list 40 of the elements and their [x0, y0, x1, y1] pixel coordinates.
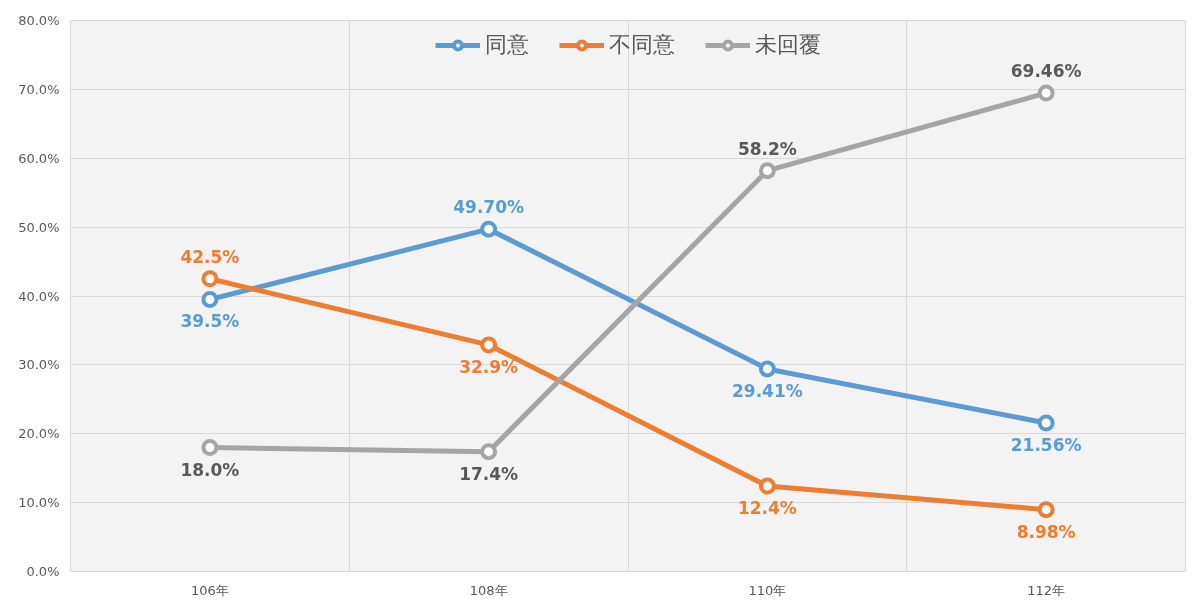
- point: [201, 290, 219, 308]
- point: [1037, 501, 1055, 519]
- y-tick-label: 0.0%: [26, 564, 60, 579]
- point: [480, 220, 498, 238]
- data-label: 49.70%: [453, 197, 525, 218]
- y-tick-label: 60.0%: [18, 150, 60, 166]
- data-label: 39.5%: [180, 311, 240, 332]
- point: [758, 477, 776, 495]
- point: [201, 270, 219, 288]
- x-tick-label: 106年: [190, 582, 229, 598]
- data-label: 32.9%: [459, 356, 519, 377]
- legend-label: 不同意: [608, 31, 675, 59]
- x-tick-label: 110年: [748, 582, 787, 598]
- point: [201, 439, 219, 457]
- y-tick-label: 80.0%: [18, 13, 60, 28]
- y-tick-label: 50.0%: [18, 219, 60, 235]
- legend-label: 未回覆: [754, 31, 821, 59]
- point: [758, 162, 776, 180]
- data-label: 29.41%: [731, 380, 803, 401]
- y-tick-label: 70.0%: [18, 81, 60, 97]
- data-label: 42.5%: [180, 246, 240, 267]
- data-label: 69.46%: [1010, 61, 1082, 82]
- point: [758, 360, 776, 378]
- y-tick-label: 40.0%: [18, 288, 60, 304]
- data-label: 12.4%: [737, 498, 797, 519]
- x-tick-label: 108年: [469, 582, 508, 598]
- data-label: 8.98%: [1016, 521, 1076, 542]
- point: [480, 443, 498, 461]
- data-label: 58.2%: [737, 138, 797, 159]
- y-tick-label: 30.0%: [18, 357, 60, 373]
- legend-label: 同意: [484, 31, 529, 59]
- data-label: 17.4%: [459, 463, 519, 484]
- data-label: 18.0%: [180, 459, 240, 480]
- x-tick-label: 112年: [1027, 582, 1066, 598]
- data-label: 21.56%: [1010, 435, 1082, 456]
- point: [1037, 414, 1055, 432]
- y-tick-label: 20.0%: [18, 426, 60, 442]
- y-tick-label: 10.0%: [18, 495, 60, 511]
- point: [480, 336, 498, 354]
- point: [1037, 84, 1055, 102]
